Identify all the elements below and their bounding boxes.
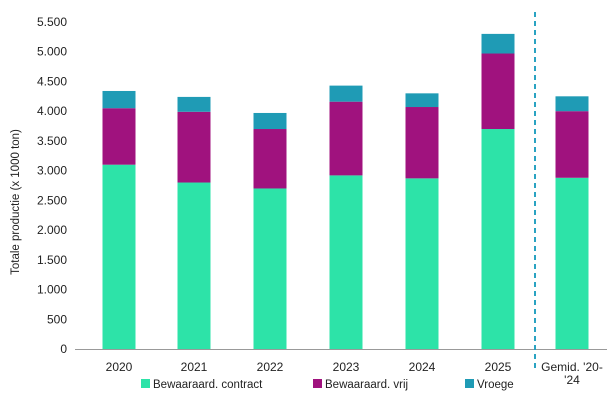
y-tick-label: 0 (60, 342, 67, 356)
bar-segment (555, 111, 589, 178)
x-tick-label: 2022 (257, 360, 284, 374)
bar-segment (253, 188, 287, 349)
y-tick-label: 1.000 (37, 283, 67, 297)
bar-segment (329, 85, 363, 102)
legend-swatch (141, 379, 150, 388)
legend-swatch (313, 379, 322, 388)
y-tick-label: 2.500 (37, 193, 67, 207)
bar-segment (177, 182, 211, 349)
bar-segment (481, 53, 515, 130)
y-tick-label: 3.000 (37, 164, 67, 178)
legend-label: Bewaaraard. contract (153, 379, 263, 391)
x-tick-label: 2024 (409, 360, 436, 374)
x-axis-ticks: 2020 2021 2022 2023 2024 2025 Gemid. '20-'24 (106, 360, 603, 387)
y-tick-label: 4.000 (37, 104, 67, 118)
bar-segment (253, 112, 287, 130)
bar-segment (405, 178, 439, 349)
y-axis-ticks: 0 500 1.000 1.500 2.000 2.500 3.000 3.500 4.000 4… (37, 15, 67, 356)
legend-label: Bewaaraard. vrij (325, 379, 408, 391)
bar-segment (405, 107, 439, 179)
bar-segment (177, 96, 211, 112)
y-tick-label: 5.500 (37, 15, 67, 29)
bar-segment (405, 93, 439, 108)
bar-segment (329, 101, 363, 176)
y-tick-label: 4.500 (37, 74, 67, 88)
bar-segment (253, 129, 287, 189)
bar-segment (481, 33, 515, 54)
bar-segment (555, 96, 589, 112)
bar-segment (102, 164, 136, 349)
legend: Bewaaraard. contract Bewaaraard. vrij Vroe… (141, 379, 514, 391)
legend-label: Vroege (477, 379, 514, 391)
bar-segment (481, 129, 515, 349)
x-tick-label: 2023 (333, 360, 360, 374)
x-tick-label: 2020 (106, 360, 133, 374)
bar-segment (177, 111, 211, 183)
bars (102, 33, 589, 349)
bar-segment (102, 108, 136, 165)
y-tick-label: 1.500 (37, 253, 67, 267)
y-axis-label: Totale productie (x 1000 ton) (10, 129, 22, 275)
y-tick-label: 3.500 (37, 134, 67, 148)
x-tick-label: Gemid. '20-'24 (541, 360, 603, 387)
legend-swatch (465, 379, 474, 388)
x-tick-label: 2025 (485, 360, 512, 374)
y-tick-label: 5.000 (37, 45, 67, 59)
y-tick-label: 2.000 (37, 223, 67, 237)
bar-segment (329, 175, 363, 349)
x-tick-label: 2021 (181, 360, 208, 374)
y-tick-label: 500 (47, 312, 67, 326)
bar-segment (555, 177, 589, 349)
bar-segment (102, 90, 136, 109)
